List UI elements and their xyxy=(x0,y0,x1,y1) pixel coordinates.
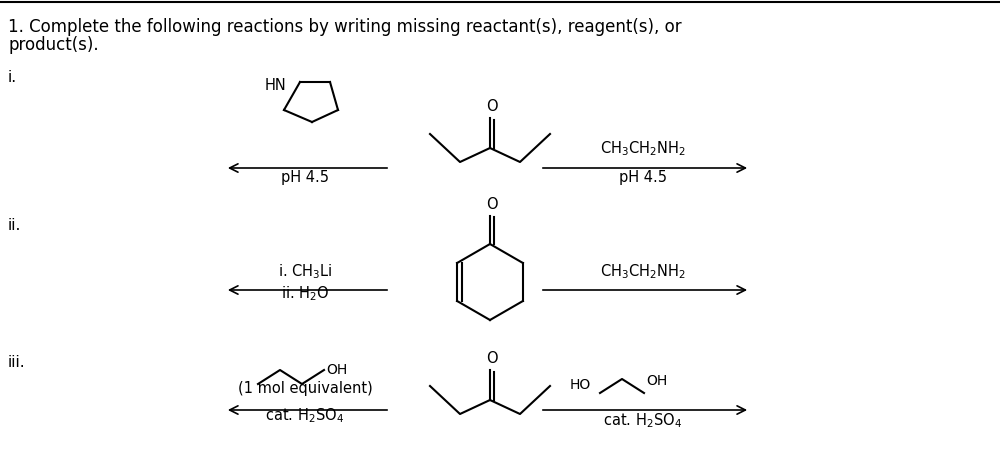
Text: OH: OH xyxy=(646,374,667,388)
Text: 1. Complete the following reactions by writing missing reactant(s), reagent(s), : 1. Complete the following reactions by w… xyxy=(8,18,682,36)
Text: product(s).: product(s). xyxy=(8,36,99,54)
Text: HN: HN xyxy=(264,78,286,93)
Text: CH$_3$CH$_2$NH$_2$: CH$_3$CH$_2$NH$_2$ xyxy=(600,262,686,281)
Text: CH$_3$CH$_2$NH$_2$: CH$_3$CH$_2$NH$_2$ xyxy=(600,139,686,158)
Text: (1 mol equivalent): (1 mol equivalent) xyxy=(238,381,372,396)
Text: O: O xyxy=(486,197,498,212)
Text: i. CH$_3$Li: i. CH$_3$Li xyxy=(278,262,332,281)
Text: OH: OH xyxy=(326,363,347,377)
Text: pH 4.5: pH 4.5 xyxy=(281,170,329,185)
Text: ii. H$_2$O: ii. H$_2$O xyxy=(281,284,329,303)
Text: O: O xyxy=(486,351,498,366)
Text: i.: i. xyxy=(8,70,17,85)
Text: HO: HO xyxy=(570,378,591,392)
Text: pH 4.5: pH 4.5 xyxy=(619,170,667,185)
Text: ii.: ii. xyxy=(8,218,21,233)
Text: cat. H$_2$SO$_4$: cat. H$_2$SO$_4$ xyxy=(265,406,345,425)
Text: O: O xyxy=(486,99,498,114)
Text: iii.: iii. xyxy=(8,355,26,370)
Text: cat. H$_2$SO$_4$: cat. H$_2$SO$_4$ xyxy=(603,411,683,430)
